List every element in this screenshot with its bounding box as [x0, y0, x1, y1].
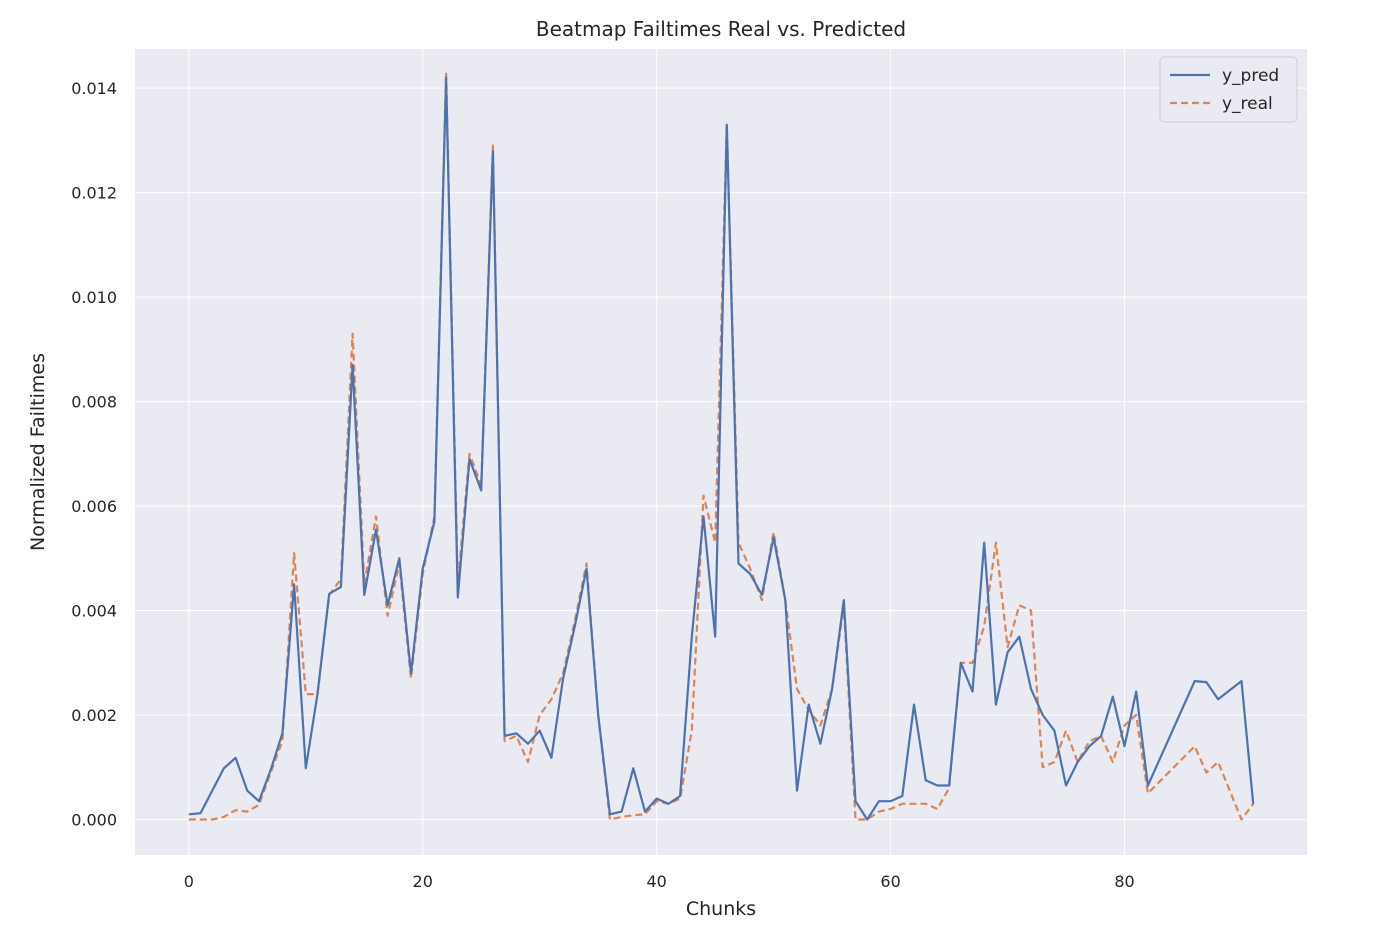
legend-label-y-real: y_real [1222, 94, 1273, 114]
plot-background [135, 49, 1307, 855]
series-line-y-pred [188, 76, 1255, 821]
x-tick-label: 20 [413, 872, 433, 891]
x-tick-label: 80 [1114, 872, 1134, 891]
chart-title: Beatmap Failtimes Real vs. Predicted [536, 17, 906, 41]
y-tick-label: 0.014 [71, 79, 117, 98]
y-tick-label: 0.000 [71, 810, 117, 829]
y-tick-label: 0.008 [71, 393, 117, 412]
y-tick-label: 0.012 [71, 184, 117, 203]
y-tick-label: 0.002 [71, 706, 117, 725]
grid-lines [135, 49, 1307, 855]
x-axis-label: Chunks [686, 898, 756, 920]
y-tick-label: 0.004 [71, 602, 117, 621]
x-tick-label: 0 [184, 872, 194, 891]
y-tick-label: 0.010 [71, 288, 117, 307]
x-tick-label: 40 [646, 872, 666, 891]
tick-labels: 0.000 0.002 0.004 0.006 0.008 0.010 0.012 0.014… [71, 79, 1135, 891]
legend: y_pred y_real [1159, 56, 1298, 123]
y-tick-label: 0.006 [71, 497, 117, 516]
legend-label-y-pred: y_pred [1222, 66, 1279, 86]
x-tick-label: 60 [880, 872, 900, 891]
y-axis-label: Normalized Failtimes [27, 353, 49, 551]
legend-box [1159, 56, 1298, 123]
series-lines [188, 71, 1255, 821]
